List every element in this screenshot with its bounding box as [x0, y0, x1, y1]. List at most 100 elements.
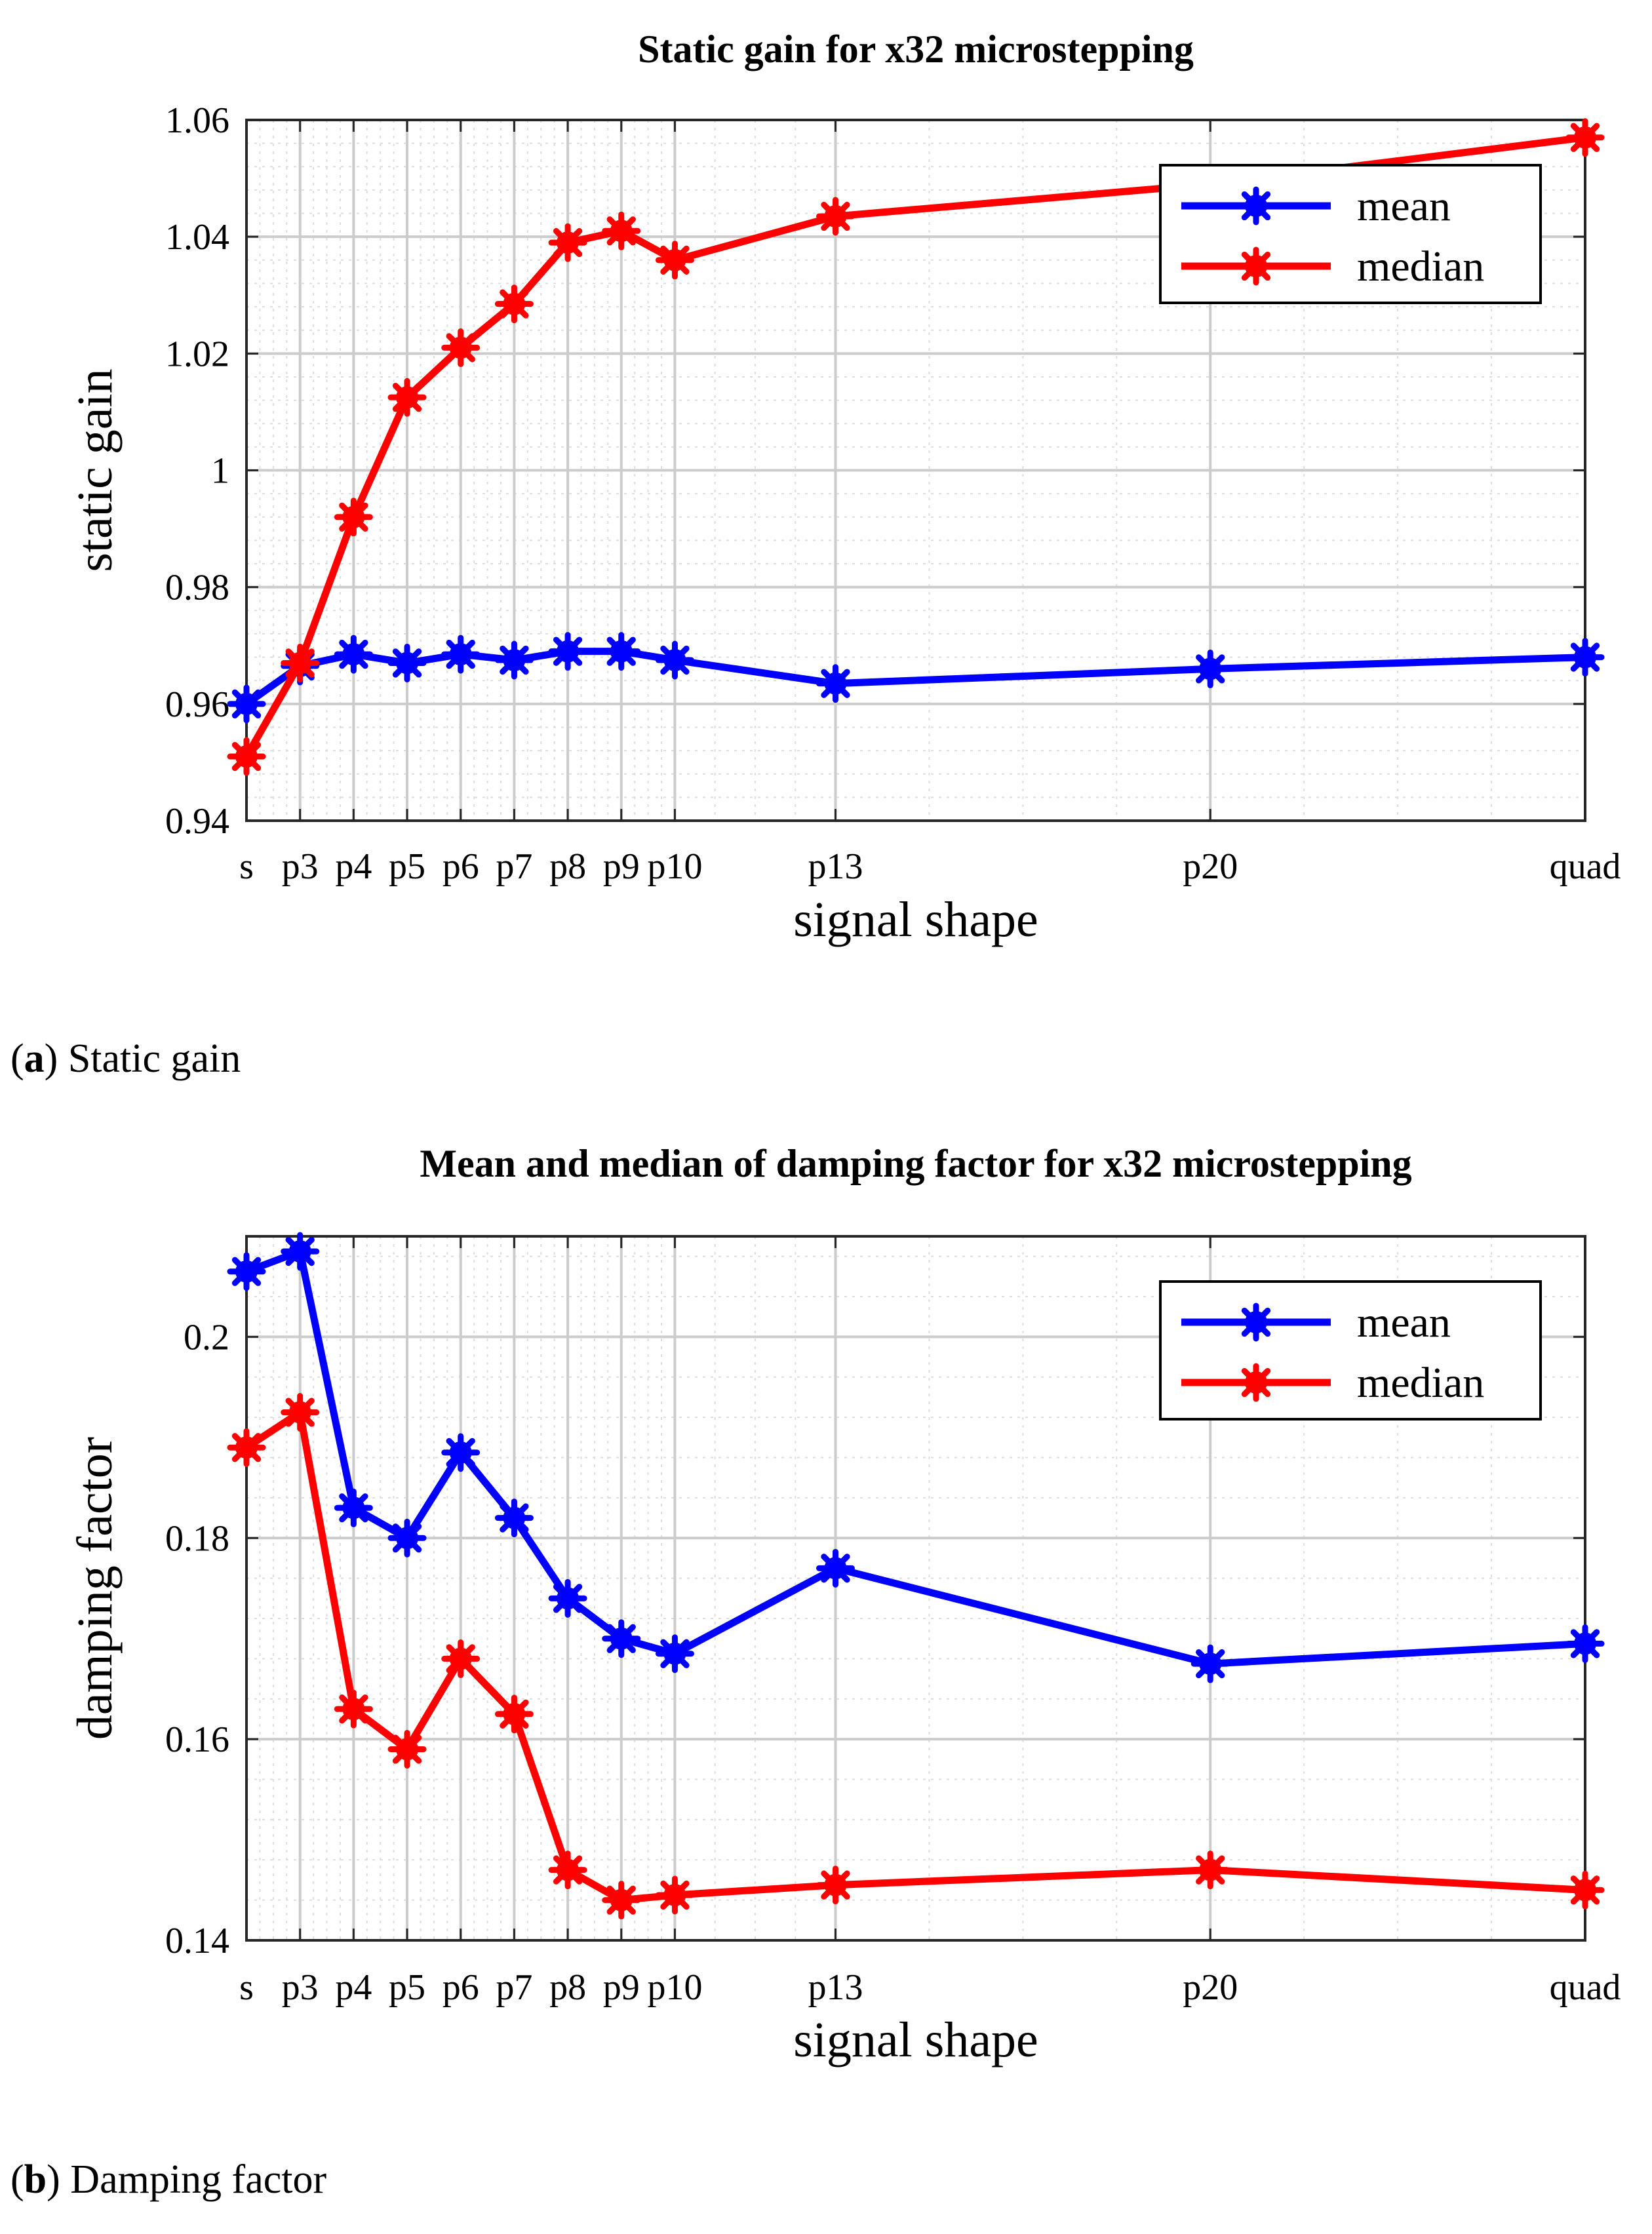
chart2-point-mean	[1190, 1644, 1230, 1683]
chart2-ylabel: damping factor	[68, 1437, 123, 1740]
chart1-ytick-label: 1	[211, 451, 229, 492]
chart2-xtick-label: p3	[282, 1967, 319, 2008]
chart1-legend: mean median	[1159, 164, 1542, 304]
chart2-legend-marker-median	[1236, 1363, 1276, 1402]
chart2-xtick-label: p20	[1183, 1967, 1238, 2008]
chart2-legend-box	[1159, 1280, 1542, 1421]
chart1-xtick-label: p9	[603, 846, 640, 887]
chart2-xtick-label: p13	[808, 1967, 863, 2008]
chart2-point-median	[281, 1393, 320, 1432]
chart2-point-median	[227, 1428, 266, 1467]
chart2-point-mean	[281, 1232, 320, 1271]
chart1-point-mean	[602, 632, 641, 671]
chart1-xtick-label: p4	[335, 846, 372, 887]
chart1-point-mean	[548, 632, 587, 671]
chart1-point-median	[602, 211, 641, 250]
chart2-xlabel: signal shape	[793, 2012, 1038, 2067]
chart2-legend-label-mean: mean	[1357, 1299, 1451, 1346]
chart1-legend-label-median: median	[1357, 243, 1484, 290]
chart1-point-mean	[1565, 638, 1605, 677]
chart2-xtick-label: p8	[549, 1967, 586, 2008]
chart2-xtick-label: s	[239, 1967, 254, 2008]
chart1: s p3 p4 p5 p6 p7 p8 p9 p10 p13 p20 quad 0.94 0.96 0.98…	[68, 28, 1621, 947]
chart1-legend-marker-median	[1236, 246, 1276, 286]
chart1-point-mean	[655, 640, 694, 680]
chart1-point-median	[548, 223, 587, 262]
chart1-grid	[245, 119, 1586, 822]
chart1-point-mean	[494, 640, 534, 680]
chart2-ytick-label: 0.18	[165, 1518, 229, 1559]
chart2-point-mean	[655, 1634, 694, 1674]
chart1-line-median	[243, 134, 1586, 758]
caption-b-letter: b	[24, 2157, 47, 2202]
chart1-point-mean	[441, 635, 481, 674]
chart2-point-median	[548, 1851, 587, 1890]
chart1-ytick-label: 0.96	[165, 684, 229, 725]
caption-a: (a) Static gain	[10, 1036, 241, 1081]
chart2-legend: mean median	[1159, 1280, 1542, 1421]
chart1-point-median	[816, 197, 855, 236]
chart1-point-mean	[227, 684, 266, 724]
caption-a-letter: a	[24, 1036, 45, 1081]
chart2-point-mean	[816, 1548, 855, 1588]
chart1-point-median	[334, 498, 373, 537]
chart2-point-mean	[548, 1578, 587, 1618]
chart2-point-mean	[441, 1433, 481, 1472]
chart2-point-mean	[334, 1488, 373, 1527]
chart2-point-median	[334, 1689, 373, 1729]
chart1-point-median	[281, 643, 320, 682]
chart1-title: Static gain for x32 microstepping	[638, 28, 1194, 71]
chart2-point-mean	[1565, 1624, 1605, 1663]
caption-a-text: Static gain	[68, 1036, 241, 1081]
caption-b-text: Damping factor	[70, 2157, 327, 2202]
chart2-xtick-label: p9	[603, 1967, 640, 2008]
chart2-series-mean	[227, 1232, 1605, 1683]
chart1-ylabel: static gain	[68, 368, 123, 572]
chart1-point-mean	[816, 664, 855, 703]
chart2-title: Mean and median of damping factor for x3…	[420, 1142, 1411, 1185]
chart2-point-median	[655, 1875, 694, 1915]
chart1-xtick-label: p20	[1183, 846, 1238, 887]
chart1-xtick-label: p13	[808, 846, 863, 887]
chart2-xtick-label: p10	[647, 1967, 702, 2008]
chart2-xtick-label: p7	[496, 1967, 532, 2008]
chart1-point-mean	[1190, 649, 1230, 688]
chart2-point-median	[1190, 1851, 1230, 1890]
chart1-xtick-label: s	[239, 846, 254, 887]
chart2-xtick-label: p6	[442, 1967, 479, 2008]
chart2-point-median	[1565, 1870, 1605, 1910]
chart1-legend-marker-mean	[1236, 186, 1276, 225]
chart2-point-mean	[602, 1619, 641, 1658]
chart2-line-mean	[245, 1247, 1586, 1668]
chart2-legend-marker-mean	[1236, 1303, 1276, 1342]
chart2-point-median	[387, 1729, 427, 1769]
chart1-legend-label-mean: mean	[1357, 182, 1451, 230]
chart1-point-median	[655, 241, 694, 280]
chart1-ytick-label: 1.04	[165, 217, 229, 258]
chart2-point-median	[602, 1881, 641, 1920]
chart1-series-median	[227, 118, 1605, 776]
chart1-xtick-label: p6	[442, 846, 479, 887]
chart1-ytick-label: 0.98	[165, 568, 229, 608]
chart2-point-median	[816, 1866, 855, 1905]
chart1-xtick-label: p8	[549, 846, 586, 887]
chart2-series-median	[227, 1393, 1605, 1920]
chart2-line-median	[244, 1409, 1586, 1904]
chart2: s p3 p4 p5 p6 p7 p8 p9 p10 p13 p20 quad 0.14 0.16 0.18…	[68, 1142, 1621, 2067]
chart2-xtick-label: p5	[389, 1967, 425, 2008]
chart2-ytick-label: 0.16	[165, 1719, 229, 1760]
chart2-ytick-label: 0.14	[165, 1921, 229, 1961]
chart2-ytick-label: 0.2	[184, 1317, 229, 1358]
chart2-point-mean	[494, 1499, 534, 1538]
caption-b: (b) Damping factor	[10, 2157, 327, 2202]
chart2-xtick-label: p4	[335, 1967, 372, 2008]
chart1-point-median	[387, 378, 427, 417]
chart1-ytick-label: 1.02	[165, 334, 229, 374]
chart1-xtick-label: p3	[282, 846, 319, 887]
chart2-point-median	[441, 1639, 481, 1678]
chart1-point-median	[1565, 118, 1605, 157]
chart1-point-mean	[387, 643, 427, 682]
chart1-xtick-label: p10	[647, 846, 702, 887]
chart2-legend-label-median: median	[1357, 1359, 1484, 1407]
